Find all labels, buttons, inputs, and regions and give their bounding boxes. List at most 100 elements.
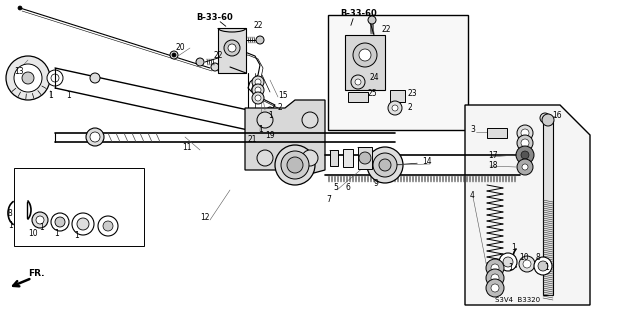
- Circle shape: [77, 218, 89, 230]
- Text: 8: 8: [8, 209, 13, 218]
- Text: 8: 8: [536, 254, 541, 263]
- Circle shape: [51, 74, 59, 82]
- Circle shape: [257, 112, 273, 128]
- Text: 18: 18: [488, 160, 497, 169]
- Circle shape: [499, 253, 517, 271]
- Text: 19: 19: [265, 131, 275, 140]
- Circle shape: [521, 151, 529, 159]
- Text: 17: 17: [488, 151, 498, 160]
- Circle shape: [392, 105, 398, 111]
- Circle shape: [22, 72, 34, 84]
- Circle shape: [172, 53, 176, 57]
- Circle shape: [267, 107, 273, 113]
- Bar: [330, 150, 338, 166]
- Text: B-33-60: B-33-60: [340, 10, 377, 19]
- Text: 1: 1: [54, 228, 59, 238]
- Text: 22: 22: [213, 50, 223, 60]
- Text: B-33-60: B-33-60: [196, 13, 233, 23]
- Circle shape: [359, 152, 371, 164]
- Text: 10: 10: [519, 254, 529, 263]
- Circle shape: [302, 112, 318, 128]
- Text: 22: 22: [253, 20, 262, 29]
- Circle shape: [367, 147, 403, 183]
- Text: 23: 23: [408, 88, 418, 98]
- Circle shape: [281, 151, 309, 179]
- Circle shape: [252, 92, 264, 104]
- Circle shape: [256, 36, 264, 44]
- Circle shape: [36, 216, 44, 224]
- Text: FR.: FR.: [28, 270, 45, 278]
- Circle shape: [540, 113, 550, 123]
- Circle shape: [14, 64, 42, 92]
- Circle shape: [379, 159, 391, 171]
- Circle shape: [355, 79, 361, 85]
- Circle shape: [287, 157, 303, 173]
- Bar: [343, 149, 353, 167]
- Circle shape: [486, 269, 504, 287]
- Circle shape: [491, 264, 499, 272]
- Bar: [348, 92, 368, 102]
- Circle shape: [373, 153, 397, 177]
- Circle shape: [196, 58, 204, 66]
- Text: 7: 7: [326, 196, 331, 204]
- Text: 12: 12: [200, 213, 209, 222]
- Circle shape: [252, 76, 264, 88]
- Bar: [218, 28, 246, 73]
- Circle shape: [18, 6, 22, 10]
- Circle shape: [388, 101, 402, 115]
- Bar: [543, 120, 553, 295]
- Text: 1: 1: [74, 231, 79, 240]
- Circle shape: [224, 40, 240, 56]
- Circle shape: [353, 43, 377, 67]
- Circle shape: [90, 132, 100, 142]
- Text: 14: 14: [422, 158, 431, 167]
- Circle shape: [255, 87, 261, 93]
- Text: 1: 1: [508, 263, 513, 272]
- Text: 16: 16: [552, 110, 562, 120]
- Circle shape: [491, 274, 499, 282]
- Bar: [345, 35, 385, 90]
- Text: 6: 6: [345, 183, 350, 192]
- Circle shape: [543, 116, 547, 120]
- Circle shape: [359, 49, 371, 61]
- Bar: [487, 128, 507, 138]
- Text: 22: 22: [382, 26, 392, 34]
- Text: 1: 1: [66, 91, 71, 100]
- Circle shape: [351, 75, 365, 89]
- Circle shape: [32, 212, 48, 228]
- Text: 2: 2: [278, 103, 283, 113]
- Text: 21: 21: [247, 136, 257, 145]
- Circle shape: [170, 51, 178, 59]
- Text: 1: 1: [511, 243, 516, 253]
- Circle shape: [522, 164, 528, 170]
- Circle shape: [503, 257, 513, 267]
- Circle shape: [55, 217, 65, 227]
- Circle shape: [534, 257, 552, 275]
- Text: 11: 11: [182, 144, 191, 152]
- Text: 1: 1: [268, 110, 273, 120]
- Circle shape: [523, 260, 531, 268]
- Circle shape: [211, 63, 219, 71]
- Text: 10: 10: [28, 228, 38, 238]
- Text: 25: 25: [368, 88, 378, 98]
- Circle shape: [521, 139, 529, 147]
- Text: 1: 1: [39, 224, 44, 233]
- Circle shape: [6, 56, 50, 100]
- Circle shape: [47, 70, 63, 86]
- Circle shape: [103, 221, 113, 231]
- Text: 3: 3: [470, 125, 475, 135]
- Polygon shape: [245, 100, 325, 178]
- Text: 9: 9: [373, 179, 378, 188]
- Bar: [358, 147, 372, 169]
- Circle shape: [542, 114, 554, 126]
- Bar: [328, 15, 468, 130]
- Circle shape: [228, 44, 236, 52]
- Circle shape: [86, 128, 104, 146]
- Circle shape: [486, 259, 504, 277]
- Circle shape: [98, 216, 118, 236]
- Circle shape: [538, 261, 548, 271]
- Polygon shape: [465, 105, 590, 305]
- Text: 4: 4: [470, 190, 475, 199]
- Circle shape: [368, 16, 376, 24]
- Bar: [14, 168, 144, 246]
